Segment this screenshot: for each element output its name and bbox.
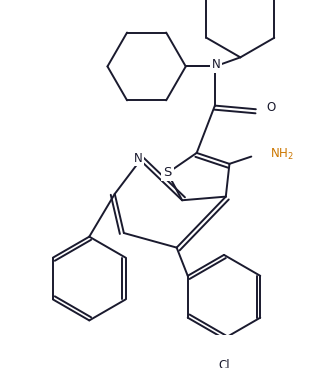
Text: Cl: Cl [218,359,230,368]
Text: N: N [134,152,143,165]
Text: O: O [267,101,276,114]
Text: S: S [163,166,172,180]
Text: NH$_2$: NH$_2$ [270,147,293,162]
Text: N: N [212,58,220,71]
